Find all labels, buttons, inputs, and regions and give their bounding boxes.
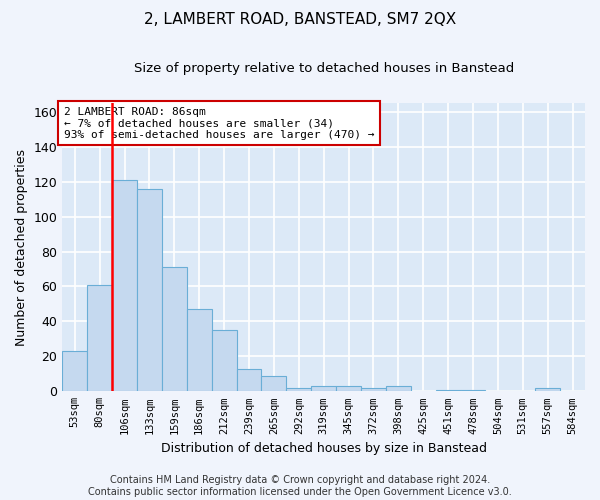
Bar [87, 284, 112, 392]
Bar [286, 388, 311, 392]
Bar [62, 351, 87, 392]
Text: 2, LAMBERT ROAD, BANSTEAD, SM7 2QX: 2, LAMBERT ROAD, BANSTEAD, SM7 2QX [144, 12, 456, 28]
Bar [436, 390, 461, 392]
Bar [137, 188, 162, 392]
Bar [262, 376, 286, 392]
Title: Size of property relative to detached houses in Banstead: Size of property relative to detached ho… [134, 62, 514, 76]
Bar [386, 386, 411, 392]
Y-axis label: Number of detached properties: Number of detached properties [15, 148, 28, 346]
X-axis label: Distribution of detached houses by size in Banstead: Distribution of detached houses by size … [161, 442, 487, 455]
Text: Contains HM Land Registry data © Crown copyright and database right 2024.
Contai: Contains HM Land Registry data © Crown c… [88, 476, 512, 497]
Bar [361, 388, 386, 392]
Bar [212, 330, 236, 392]
Bar [112, 180, 137, 392]
Bar [336, 386, 361, 392]
Bar [461, 390, 485, 392]
Bar [311, 386, 336, 392]
Text: 2 LAMBERT ROAD: 86sqm
← 7% of detached houses are smaller (34)
93% of semi-detac: 2 LAMBERT ROAD: 86sqm ← 7% of detached h… [64, 106, 374, 140]
Bar [162, 268, 187, 392]
Bar [236, 368, 262, 392]
Bar [535, 388, 560, 392]
Bar [187, 309, 212, 392]
